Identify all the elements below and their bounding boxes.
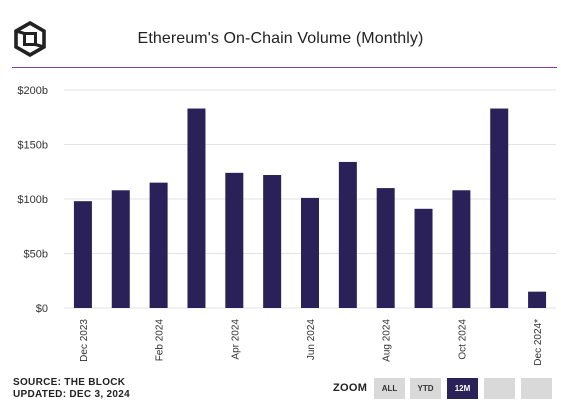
the-block-logo-icon (14, 21, 46, 57)
bar[interactable] (111, 190, 130, 308)
bar-chart: $0 $50b $100b $150b $200b Dec 2023 Feb 2024 Apr… (17, 85, 556, 366)
bar[interactable] (338, 161, 357, 308)
y-tick-label: $0 (36, 303, 48, 315)
zoom-ytd-button[interactable]: YTD (410, 378, 441, 399)
bar[interactable] (301, 197, 319, 308)
bar[interactable] (528, 291, 547, 308)
bar[interactable] (376, 188, 395, 308)
zoom-label: ZOOM (333, 382, 368, 394)
bar[interactable] (187, 108, 206, 308)
x-tick-label: Dec 2024* (533, 319, 544, 366)
y-tick-label: $100b (17, 194, 48, 206)
updated-text: UPDATED: DEC 3, 2024 (13, 389, 130, 400)
y-tick-label: $200b (17, 85, 48, 97)
zoom-all-button[interactable]: ALL (374, 378, 405, 399)
source-text: SOURCE: THE BLOCK (13, 377, 126, 388)
x-tick-label: Jun 2024 (306, 319, 317, 361)
zoom-blank-button-1[interactable] (484, 378, 515, 399)
chart-title: Ethereum's On-Chain Volume (Monthly) (137, 30, 424, 47)
x-tick-label: Apr 2024 (230, 319, 241, 360)
y-tick-label: $150b (17, 140, 48, 152)
zoom-blank-button-2[interactable] (521, 378, 552, 399)
zoom-12m-button[interactable]: 12M (447, 378, 478, 399)
bar[interactable] (149, 182, 168, 308)
bar[interactable] (490, 108, 509, 308)
x-tick-label: Aug 2024 (382, 319, 393, 362)
x-tick-label: Feb 2024 (155, 319, 166, 362)
x-tick-label: Oct 2024 (457, 319, 468, 360)
bar[interactable] (414, 208, 433, 308)
bar[interactable] (452, 190, 471, 308)
bar[interactable] (225, 172, 244, 308)
source-credit: SOURCE: THE BLOCK UPDATED: DEC 3, 2024 (13, 377, 130, 401)
x-tick-label: Dec 2023 (79, 319, 90, 362)
bar[interactable] (73, 201, 92, 308)
bar[interactable] (263, 175, 282, 308)
y-tick-label: $50b (24, 249, 48, 261)
header-divider (12, 67, 557, 68)
